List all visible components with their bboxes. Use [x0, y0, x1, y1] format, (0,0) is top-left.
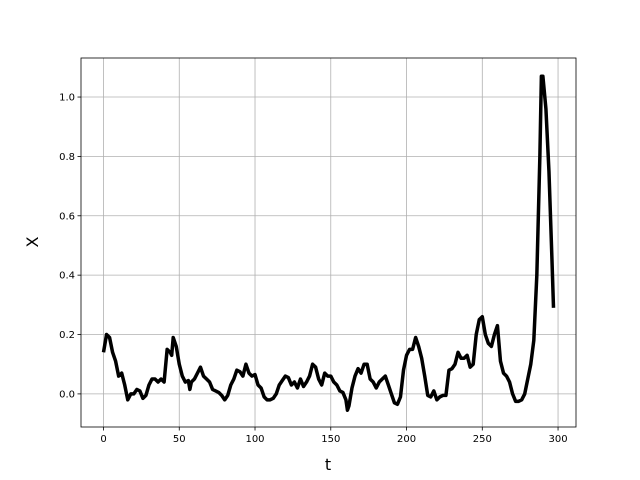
- x-tick-label: 150: [321, 434, 340, 445]
- y-tick-label: 0.4: [59, 271, 75, 282]
- y-tick-label: 1.0: [59, 93, 75, 104]
- y-tick-label: 0.0: [59, 389, 75, 400]
- y-tick-label: 0.6: [59, 211, 75, 222]
- x-tick-label: 250: [473, 434, 492, 445]
- x-tick-label: 200: [397, 434, 416, 445]
- y-tick-label: 0.2: [59, 330, 75, 341]
- x-tick-label: 300: [548, 434, 567, 445]
- grid: [81, 58, 576, 427]
- x-tick-label: 100: [245, 434, 264, 445]
- y-tick-label: 0.8: [59, 152, 75, 163]
- x-tick-label: 0: [100, 434, 106, 445]
- x-tick-label: 50: [173, 434, 186, 445]
- y-axis-label: X: [23, 236, 42, 247]
- x-axis-label: t: [325, 455, 331, 474]
- data-line: [101, 74, 556, 412]
- axes-frame: [80, 57, 577, 428]
- plot-area: [101, 74, 556, 412]
